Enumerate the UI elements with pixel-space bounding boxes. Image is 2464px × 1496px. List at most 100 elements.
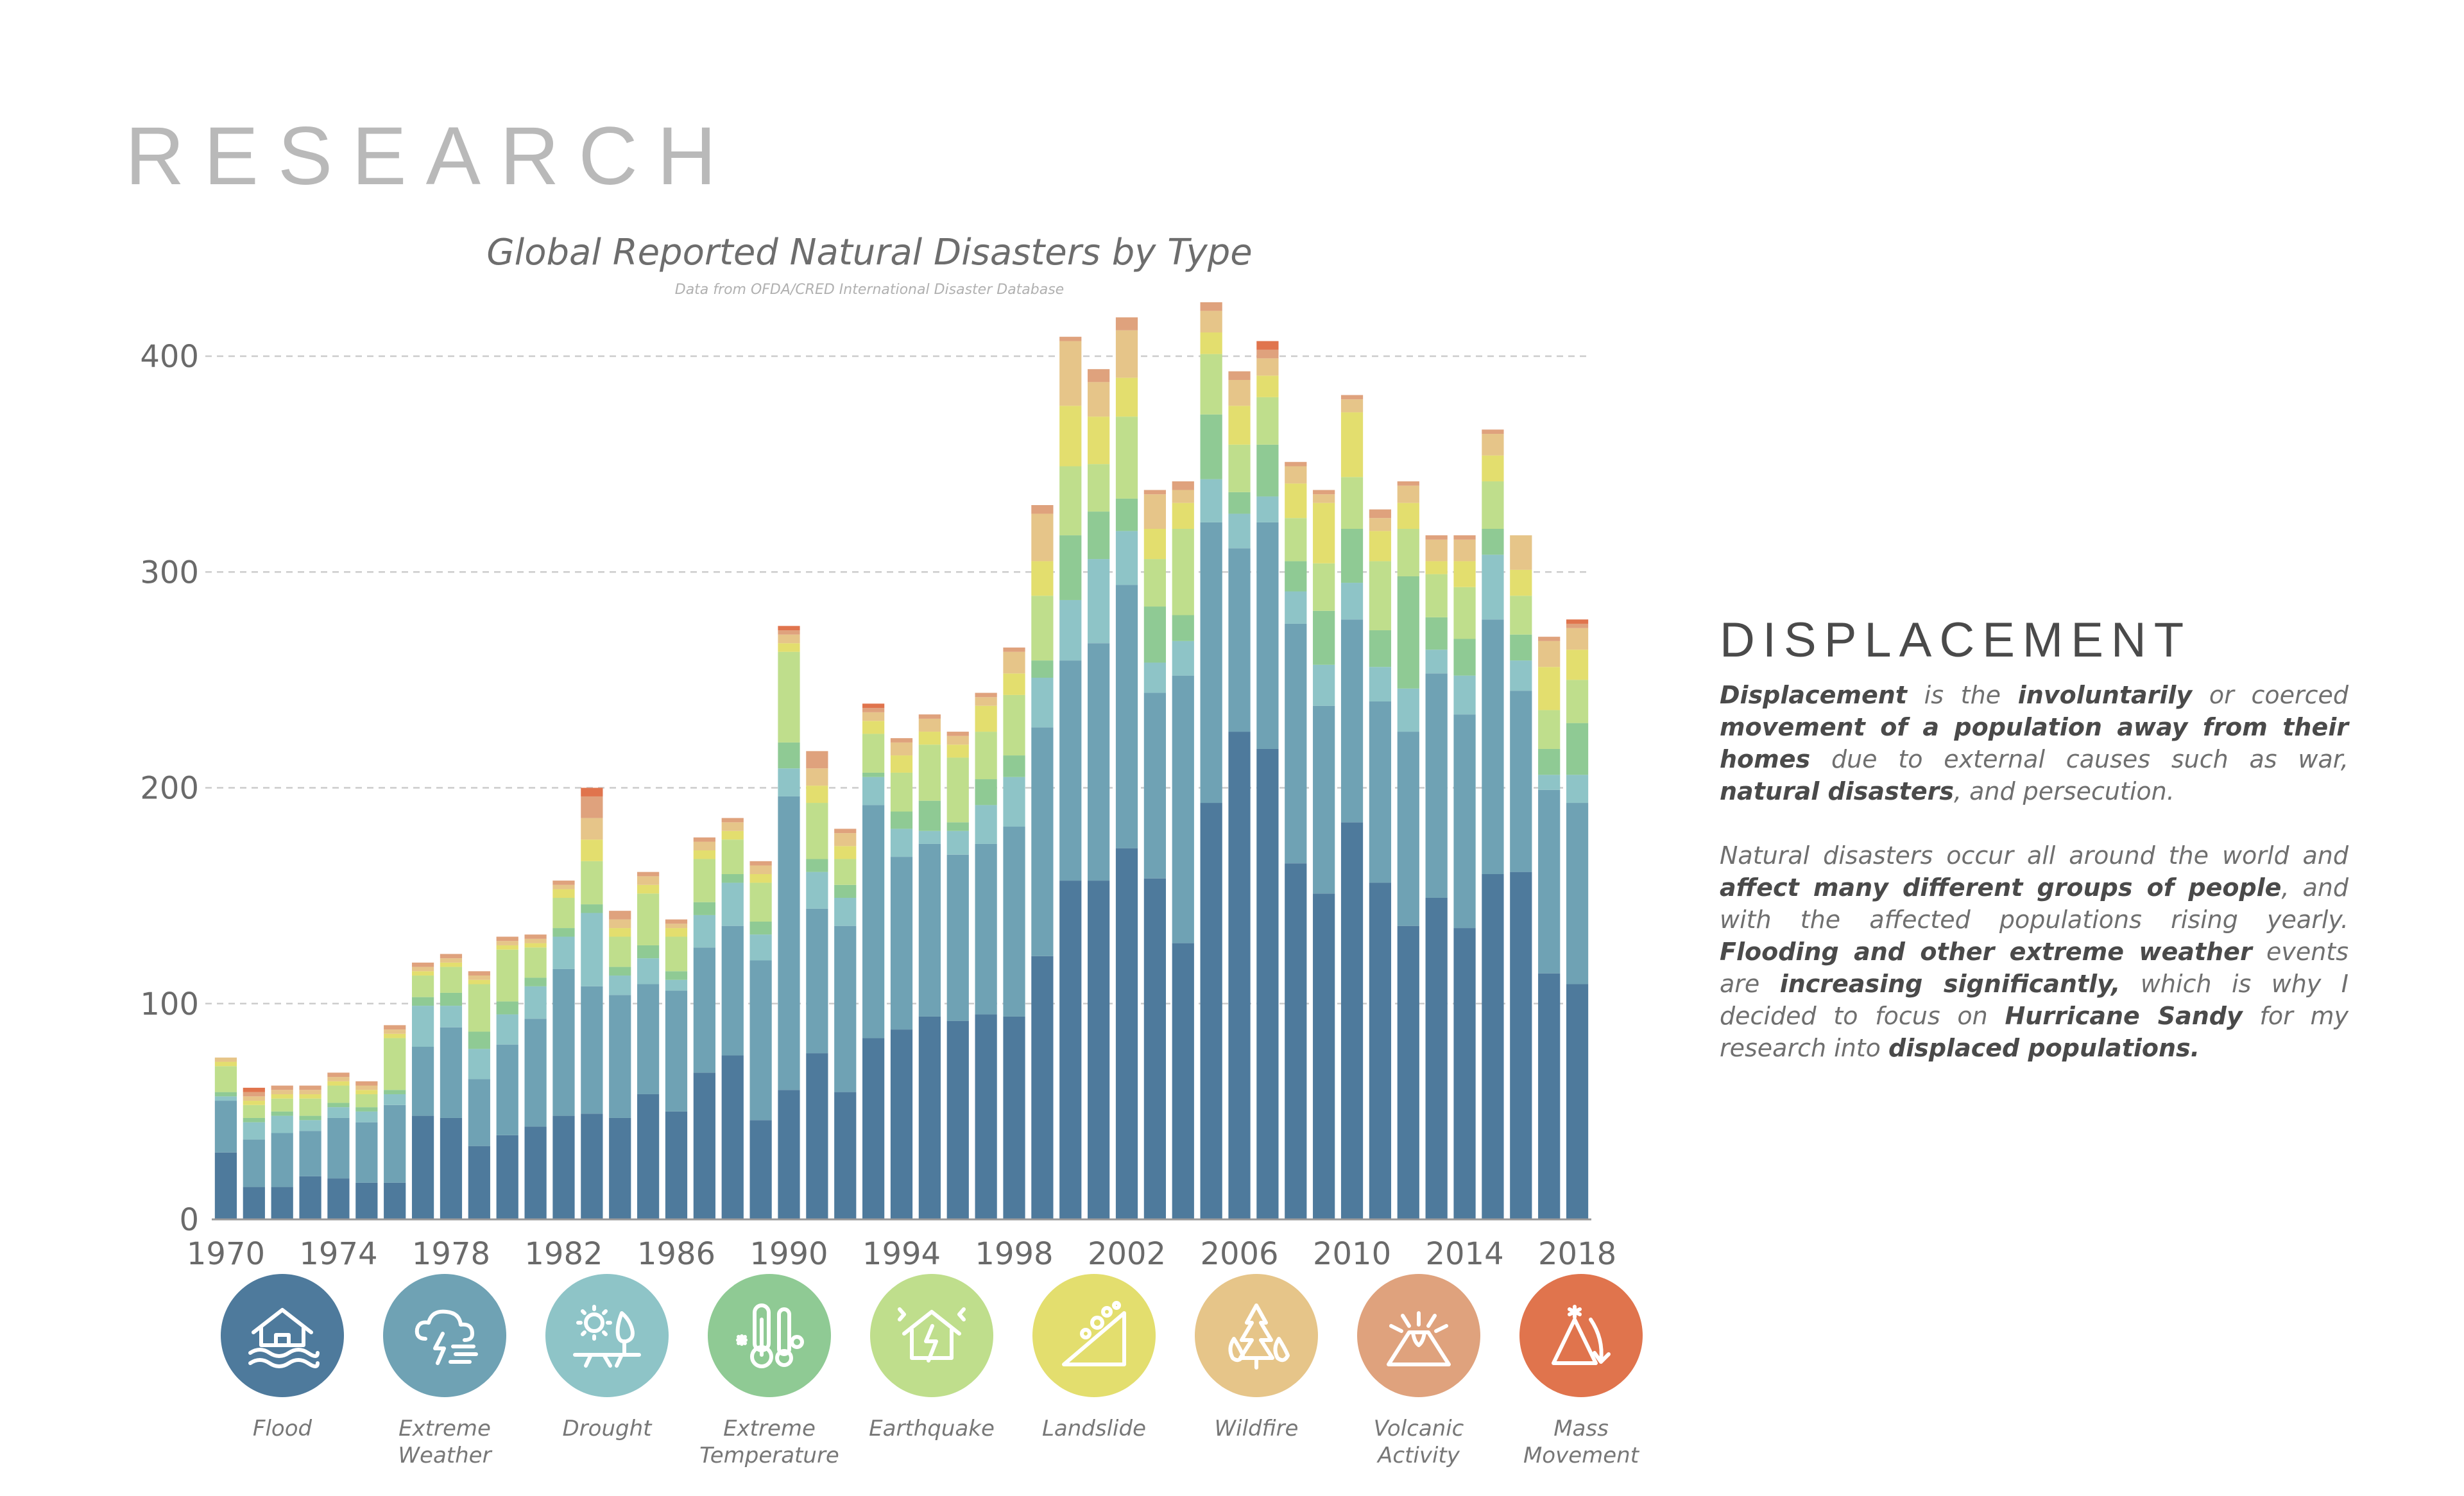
bar-segment-flood	[214, 1152, 237, 1219]
bar-segment-volcanic-activity	[1200, 302, 1222, 311]
bar-segment-drought	[637, 958, 660, 984]
bar-segment-drought	[1510, 660, 1532, 691]
bar-segment-landslide	[806, 786, 828, 804]
bar-segment-volcanic-activity	[552, 881, 575, 885]
bar-segment-drought	[524, 986, 547, 1019]
bar-segment-earthquake	[496, 949, 518, 1002]
legend-label-line1: Drought	[562, 1416, 652, 1441]
bar-segment-earthquake	[299, 1098, 321, 1116]
bar-segment-wildfire	[1143, 494, 1167, 529]
bar-segment-wildfire	[749, 865, 772, 874]
bar-segment-earthquake	[581, 861, 603, 905]
bar-segment-extreme-temperature	[1003, 755, 1025, 777]
bar-segment-landslide	[384, 1033, 406, 1038]
bar-segment-wildfire	[496, 941, 518, 945]
bar-segment-extreme-temperature	[271, 1111, 293, 1116]
bar-segment-volcanic-activity	[411, 962, 434, 967]
bar-segment-extreme-temperature	[1172, 615, 1194, 641]
bar-segment-volcanic-activity	[890, 738, 913, 743]
bar-segment-extreme-weather	[299, 1131, 321, 1176]
bar-segment-extreme-temperature	[890, 811, 913, 829]
flood-icon	[221, 1274, 344, 1397]
bar-segment-flood	[271, 1187, 293, 1219]
text: Natural disasters occur all around the w…	[1720, 841, 2348, 870]
bar-segment-flood	[384, 1182, 406, 1219]
bar-segment-volcanic-activity	[581, 796, 603, 818]
bar-segment-drought	[609, 976, 631, 995]
bar-segment-landslide	[1143, 529, 1167, 560]
y-tick-label: 0	[179, 1202, 199, 1238]
bar-segment-landslide	[890, 755, 913, 773]
bar-segment-landslide	[243, 1101, 265, 1105]
y-tick-label: 300	[140, 555, 199, 590]
bar-segment-earthquake	[1256, 397, 1279, 445]
bar-segment-drought	[411, 1006, 434, 1047]
bar-segment-wildfire	[243, 1096, 265, 1101]
bar-segment-landslide	[1256, 375, 1279, 397]
bar-segment-extreme-weather	[1003, 827, 1025, 1017]
legend-label-line1: Mass	[1553, 1416, 1609, 1441]
bar-segment-flood	[496, 1135, 518, 1219]
bar-segment-landslide	[1031, 561, 1054, 596]
bar-segment-wildfire	[918, 718, 941, 732]
landslide-icon	[1032, 1274, 1156, 1397]
bar-segment-volcanic-activity	[1059, 336, 1082, 341]
bar-segment-extreme-temperature	[411, 997, 434, 1006]
bar-segment-extreme-weather	[1425, 673, 1448, 898]
legend-label-line2: Activity	[1378, 1443, 1460, 1468]
bar-segment-mass-movement	[581, 787, 603, 796]
bar-segment-flood	[946, 1020, 969, 1219]
drought-icon	[545, 1274, 669, 1397]
bar-segment-extreme-temperature	[749, 921, 772, 935]
bar-segment-extreme-temperature	[862, 772, 885, 777]
extreme-temperature-icon	[708, 1274, 831, 1397]
bar-segment-drought	[806, 872, 828, 909]
bar-segment-flood	[1369, 882, 1392, 1219]
bar-segment-extreme-weather	[1172, 675, 1194, 943]
bar-segment-extreme-weather	[721, 925, 744, 1056]
bar-segment-earthquake	[665, 936, 688, 972]
axes: 0 100 200 300 400 1970 1974 1978 1982 1986 1990 199…	[140, 339, 1616, 1272]
bar-segment-flood	[1313, 893, 1335, 1219]
bar-segment-earthquake	[440, 967, 463, 993]
bar-segment-earthquake	[214, 1066, 237, 1092]
chart: Global Reported Natural Disasters by Typ…	[140, 232, 1616, 1272]
bar-segment-extreme-temperature	[355, 1107, 378, 1112]
bar-segment-drought	[440, 1006, 463, 1027]
text: is the	[1906, 681, 2018, 709]
text: , and with the affected populations risi…	[1720, 873, 2349, 934]
legend-item-mass-movement: Mass Movement	[1498, 1274, 1664, 1469]
bar-segment-volcanic-activity	[355, 1081, 378, 1086]
bar-segment-earthquake	[1397, 529, 1419, 576]
bar-segment-earthquake	[468, 984, 490, 1032]
x-tick-label: 1978	[412, 1236, 490, 1272]
bar-segment-extreme-weather	[1538, 789, 1561, 974]
bar-segment-wildfire	[355, 1085, 378, 1090]
bar-segment-volcanic-activity	[1482, 429, 1504, 434]
x-tick-label: 2002	[1088, 1236, 1166, 1272]
legend: Flood Extreme Weather Drought Extreme Tempera…	[199, 1274, 1643, 1479]
bar-segment-drought	[834, 897, 857, 926]
bar-segment-earthquake	[975, 732, 997, 780]
bar-segment-extreme-weather	[1256, 522, 1279, 749]
bar-segment-earthquake	[1482, 481, 1504, 529]
bar-segment-extreme-weather	[1059, 660, 1082, 881]
bar-segment-extreme-weather	[468, 1079, 490, 1146]
bar-segment-drought	[581, 913, 603, 986]
bar-segment-wildfire	[946, 735, 969, 745]
bar-segment-earthquake	[524, 947, 547, 978]
bar-segment-flood	[1566, 984, 1589, 1219]
bar-segment-extreme-temperature	[1340, 529, 1364, 583]
bar-segment-earthquake	[1285, 518, 1307, 562]
bar-segment-extreme-temperature	[468, 1031, 490, 1049]
bar-segment-landslide	[778, 643, 800, 652]
bar-segment-volcanic-activity	[1088, 369, 1110, 383]
bar-segment-flood	[834, 1092, 857, 1219]
page-title: RESEARCH	[125, 110, 736, 202]
bar-segment-extreme-weather	[271, 1133, 293, 1187]
bar-segment-landslide	[214, 1062, 237, 1067]
bar-segment-extreme-temperature	[1369, 630, 1392, 667]
bar-segment-wildfire	[862, 712, 885, 721]
bar-segment-extreme-temperature	[1313, 610, 1335, 665]
bar-segment-extreme-temperature	[1453, 639, 1476, 676]
